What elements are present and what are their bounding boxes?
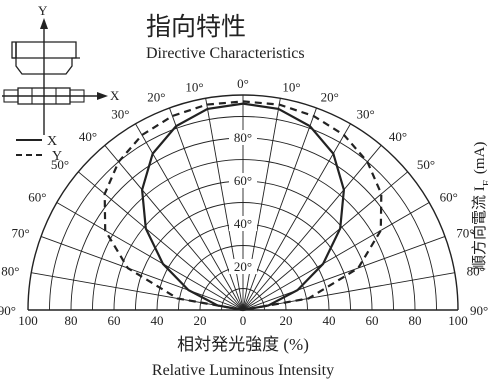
- angle-label: 60°: [28, 190, 46, 205]
- angle-label: 10°: [185, 79, 203, 94]
- legend-label-y: Y: [52, 149, 62, 164]
- polar-grid: [27, 94, 459, 311]
- bottom-tick-label: 20: [194, 313, 207, 328]
- grid-spoke: [40, 236, 244, 311]
- angle-label: 70°: [11, 225, 29, 240]
- side-label-sub: F: [481, 180, 488, 186]
- grid-spoke: [242, 145, 382, 311]
- x-axis-label-en: Relative Luminous Intensity: [152, 362, 334, 379]
- angle-label: 40°: [79, 129, 97, 144]
- radial-label-bg: [229, 173, 257, 188]
- angle-label: 50°: [51, 157, 69, 172]
- bottom-tick-label: 80: [65, 313, 78, 328]
- series-y-curve: [103, 100, 383, 312]
- radial-label-bg: [229, 130, 257, 145]
- svg-text:順方向電流 IF(mA): 順方向電流 IF (mA): [471, 142, 488, 270]
- angle-label: 20°: [147, 90, 165, 105]
- grid-spoke: [169, 107, 244, 311]
- bottom-tick-label: 80: [409, 313, 422, 328]
- grid-spoke: [56, 202, 244, 311]
- diagram-x-label: X: [110, 88, 120, 103]
- x-axis-label-jp: 相対発光強度 (%): [177, 335, 309, 354]
- bottom-tick-label: 0: [240, 313, 247, 328]
- led-package-diagram: [2, 18, 108, 135]
- angle-label: 30°: [357, 106, 375, 121]
- angle-label: 0°: [237, 76, 249, 91]
- grid-spoke: [104, 145, 244, 311]
- radial-label: 20°: [234, 259, 252, 274]
- grid-spoke: [242, 236, 446, 311]
- angle-label: 30°: [111, 106, 129, 121]
- bottom-tick-label: 40: [151, 313, 164, 328]
- side-axis-label: 順方向電流 IF (mA): [471, 142, 488, 270]
- legend: X Y: [16, 134, 62, 164]
- angle-label: 50°: [417, 157, 435, 172]
- chart-title-jp: 指向特性: [146, 13, 246, 41]
- polar-series: [103, 100, 383, 312]
- bottom-tick-label: 100: [18, 313, 38, 328]
- angle-label: 70°: [456, 225, 474, 240]
- polar-labels: 0° 10° 10° 20° 20° 30° 30° 40° 40° 50° 50° 60° 60° 70…: [0, 76, 488, 328]
- angle-label: 90°: [0, 303, 16, 318]
- bottom-tick-label: 60: [366, 313, 379, 328]
- radial-label-bg: [229, 259, 257, 274]
- diagram-y-label: Y: [38, 3, 48, 18]
- angle-label: 10°: [282, 79, 300, 94]
- angle-label: 90°: [470, 303, 488, 318]
- angle-label: 80°: [467, 264, 485, 279]
- radial-label: 80°: [234, 130, 252, 145]
- grid-spoke: [242, 202, 430, 311]
- radial-label: 60°: [234, 173, 252, 188]
- bottom-tick-label: 60: [108, 313, 121, 328]
- radial-label-bg: [229, 216, 257, 231]
- grid-spoke: [242, 107, 317, 311]
- angle-label: 40°: [389, 129, 407, 144]
- grid-spoke: [242, 98, 281, 311]
- angle-label: 80°: [1, 264, 19, 279]
- bottom-tick-label: 20: [280, 313, 293, 328]
- grid-spoke: [31, 272, 244, 311]
- angle-label: 60°: [440, 190, 458, 205]
- side-label-unit: (mA): [472, 142, 488, 175]
- bottom-tick-label: 100: [448, 313, 468, 328]
- legend-label-x: X: [47, 134, 57, 149]
- angle-label: 20°: [321, 90, 339, 105]
- series-x-curve: [140, 102, 346, 312]
- radial-label: 40°: [234, 216, 252, 231]
- side-label-main: 順方向電流 I: [471, 186, 488, 270]
- bottom-tick-label: 40: [323, 313, 336, 328]
- grid-spoke: [205, 98, 244, 311]
- chart-title-en: Directive Characteristics: [146, 45, 305, 62]
